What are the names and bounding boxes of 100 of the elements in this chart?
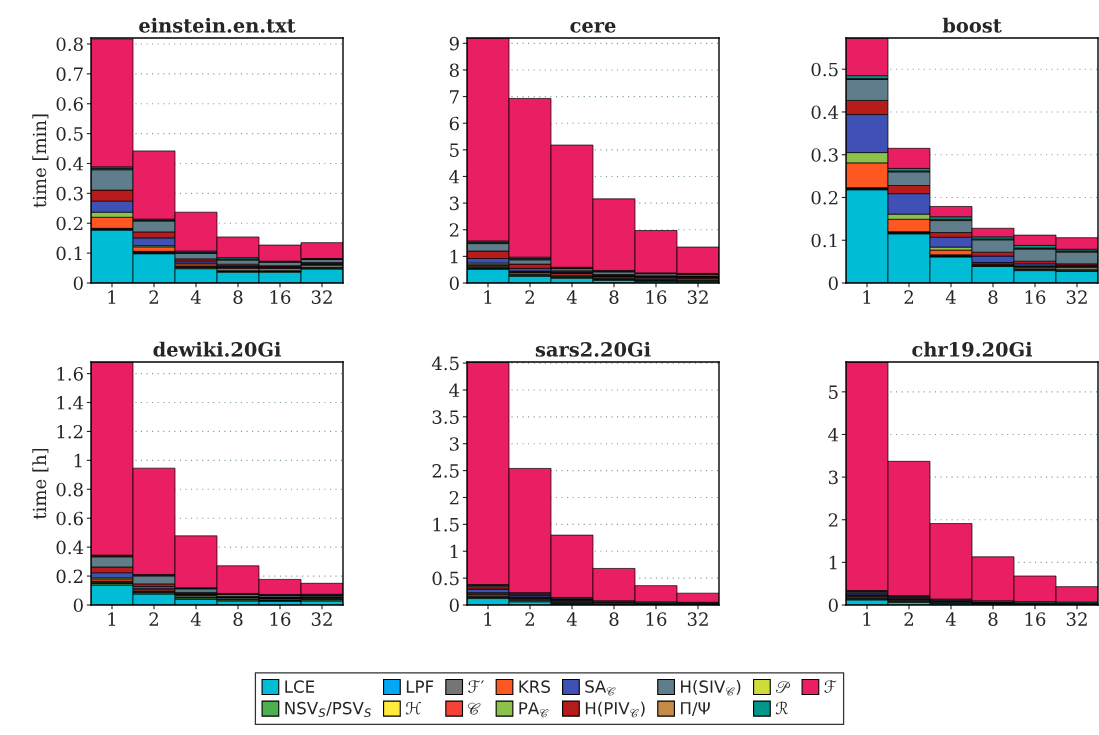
legend-label: ℋ [405, 701, 421, 715]
y-axis-title: time [h] [32, 448, 49, 520]
x-tick-label: 32 [1066, 290, 1087, 304]
y-tick-label: 0.2 [56, 216, 83, 231]
y-tick-label: 0.4 [56, 540, 84, 555]
y-tick-label: 7 [450, 90, 459, 104]
x-tick-label: 2 [525, 612, 534, 626]
x-tick-label: 16 [646, 612, 667, 626]
y-tick-label: 6 [449, 116, 459, 131]
legend-label: SA$_{𝒞}$ [585, 680, 616, 696]
legend-label: H(SIV$_{𝒞}$) [681, 680, 741, 696]
x-tick-label: 1 [484, 290, 492, 304]
legend-label: H(PIV$_{𝒞}$) [585, 701, 645, 718]
y-tick-label: 1 [450, 544, 458, 559]
x-tick-label: 1 [108, 612, 116, 626]
y-tick-label: 0 [828, 276, 838, 291]
x-tick-label: 1 [863, 612, 871, 626]
x-tick-label: 8 [609, 612, 619, 626]
x-tick-label: 1 [108, 290, 116, 304]
y-tick-label: 0.6 [56, 511, 83, 526]
legend-label: NSV$_{S}$/PSV$_{S}$ [285, 701, 372, 718]
legend-label: ℛ [775, 701, 788, 715]
y-tick-label: 0.5 [432, 571, 459, 586]
y-tick-label: 0 [449, 276, 459, 291]
x-tick-label: 2 [149, 612, 158, 626]
y-tick-label: 2 [449, 223, 459, 237]
legend-label: Π/Ψ [681, 702, 710, 716]
y-tick-label: 0.5 [811, 62, 838, 77]
y-tick-label: 0.4 [811, 105, 839, 120]
y-tick-label: 2.5 [432, 464, 459, 478]
legend-label: 𝒫 [775, 681, 791, 693]
chart-title: dewiki.20Gi [153, 341, 281, 357]
x-tick-label: 32 [311, 290, 332, 304]
y-tick-label: 4 [449, 383, 460, 397]
y-tick-label: 0.6 [56, 97, 83, 111]
x-tick-label: 2 [149, 290, 158, 304]
x-tick-label: 8 [609, 290, 619, 304]
x-tick-label: 4 [945, 290, 956, 304]
chart-title: cere [570, 22, 616, 33]
y-tick-label: 1.2 [57, 424, 83, 439]
x-tick-label: 16 [1025, 612, 1046, 626]
y-tick-label: 0 [73, 276, 83, 291]
y-tick-label: 1 [829, 555, 837, 570]
x-tick-label: 1 [863, 290, 871, 304]
y-tick-label: 0 [449, 598, 459, 613]
x-tick-label: 32 [1066, 612, 1087, 626]
legend-label: PA$_{𝒞}$ [519, 702, 549, 718]
y-tick-label: 5 [829, 385, 838, 399]
x-tick-label: 8 [988, 290, 998, 304]
x-tick-label: 32 [687, 290, 708, 304]
y-tick-label: 0.4 [56, 156, 84, 171]
y-tick-label: 3.5 [432, 410, 459, 424]
y-tick-label: 0.2 [811, 190, 838, 205]
x-tick-label: 2 [525, 290, 534, 304]
y-tick-label: 0.3 [811, 148, 838, 162]
y-tick-label: 0.8 [56, 37, 83, 52]
y-tick-label: 1.6 [57, 367, 83, 381]
x-tick-label: 4 [190, 290, 201, 304]
x-tick-label: 16 [646, 290, 667, 304]
y-tick-label: 1 [74, 453, 82, 468]
y-tick-label: 0 [828, 598, 838, 613]
chart-title: boost [942, 17, 1002, 33]
legend-label: 𝒞 [468, 702, 481, 715]
y-axis-title: time [min] [32, 114, 49, 208]
x-tick-label: 2 [904, 290, 913, 304]
chart-title: chr19.20Gi [912, 341, 1033, 357]
y-tick-label: 5 [450, 143, 459, 157]
chart-title: einstein.en.txt [139, 17, 296, 33]
x-tick-label: 8 [988, 612, 998, 626]
x-tick-label: 8 [233, 290, 243, 304]
y-tick-label: 2 [449, 490, 459, 505]
y-tick-label: 1 [450, 249, 458, 264]
y-tick-label: 4 [449, 169, 460, 184]
y-tick-label: 9 [449, 36, 459, 51]
y-tick-label: 0.8 [56, 482, 83, 497]
y-tick-label: 0.2 [56, 569, 83, 584]
legend-label: ℱ [824, 680, 837, 693]
y-tick-label: 3 [828, 470, 838, 485]
y-tick-label: 0.5 [56, 127, 83, 141]
legend-label: KRS [519, 680, 550, 693]
y-tick-label: 3 [449, 437, 459, 451]
x-tick-label: 32 [687, 612, 708, 626]
x-tick-label: 4 [566, 290, 577, 304]
legend-label: ℱ′ [468, 680, 484, 693]
legend-label: LCE [285, 680, 315, 693]
x-tick-label: 2 [904, 612, 913, 626]
y-tick-label: 0.3 [56, 186, 83, 201]
x-tick-label: 8 [233, 612, 243, 626]
x-tick-label: 16 [270, 612, 291, 626]
y-tick-label: 0.1 [56, 246, 82, 261]
x-tick-label: 16 [1025, 290, 1046, 304]
y-tick-label: 4 [828, 427, 839, 442]
x-tick-label: 4 [566, 612, 577, 626]
x-tick-label: 1 [484, 612, 492, 626]
y-tick-label: 8 [449, 63, 459, 78]
y-tick-label: 0 [73, 598, 83, 613]
y-tick-label: 0.7 [56, 67, 83, 81]
x-tick-label: 16 [270, 290, 291, 304]
y-tick-label: 1.5 [433, 517, 459, 532]
x-tick-label: 32 [311, 612, 332, 626]
